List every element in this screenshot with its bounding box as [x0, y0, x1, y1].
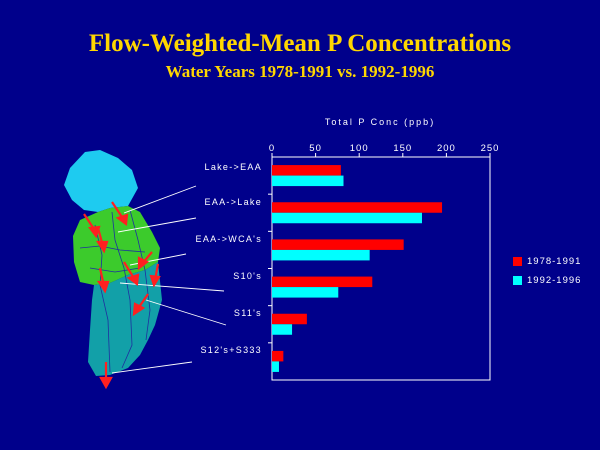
legend-swatch [513, 276, 522, 285]
bar-1978-1991 [272, 313, 307, 325]
chart-subtitle: Water Years 1978-1991 vs. 1992-1996 [165, 62, 435, 81]
bar-1992-1996 [272, 324, 293, 335]
bar-1978-1991 [272, 350, 284, 362]
category-label: EAA->Lake [204, 196, 262, 207]
category-label: S10's [233, 271, 262, 282]
bar-1978-1991 [272, 202, 443, 213]
bar-1992-1996 [272, 287, 339, 298]
flow-arrows [83, 201, 161, 390]
category-label: S12's+S333 [200, 345, 262, 356]
x-tick-label: 50 [309, 143, 322, 154]
bar-1992-1996 [272, 361, 279, 372]
watershed-map [64, 150, 227, 390]
x-tick-label: 150 [393, 143, 412, 154]
x-tick-label: 100 [350, 143, 369, 154]
lake-region [64, 150, 138, 212]
legend-item-1978: 1978-1991 [513, 256, 581, 267]
category-label: EAA->WCA's [195, 233, 262, 244]
legend-swatch [513, 257, 522, 266]
wca-region [88, 262, 162, 376]
x-tick-label: 250 [481, 143, 500, 154]
chart-title: Flow-Weighted-Mean P Concentrations [88, 30, 512, 57]
bar-1992-1996 [272, 175, 344, 187]
legend-item-1992: 1992-1996 [513, 275, 581, 286]
bar-series [272, 165, 443, 372]
legend-label: 1992-1996 [527, 275, 582, 286]
chart-axes: 0 50 100 150 200 250 [268, 143, 500, 381]
bar-1992-1996 [272, 212, 422, 224]
legend-label: 1978-1991 [527, 256, 582, 267]
category-label: Lake->EAA [204, 161, 262, 172]
x-tick-label: 200 [437, 143, 456, 154]
bar-1978-1991 [272, 276, 373, 288]
bar-1978-1991 [272, 239, 404, 250]
bar-1992-1996 [272, 249, 370, 261]
bar-1978-1991 [272, 165, 341, 176]
category-label: S11's [233, 308, 262, 319]
x-tick-label: 0 [269, 143, 275, 154]
plot-frame [271, 156, 491, 381]
x-axis-label: Total P Conc (ppb) [324, 117, 436, 127]
